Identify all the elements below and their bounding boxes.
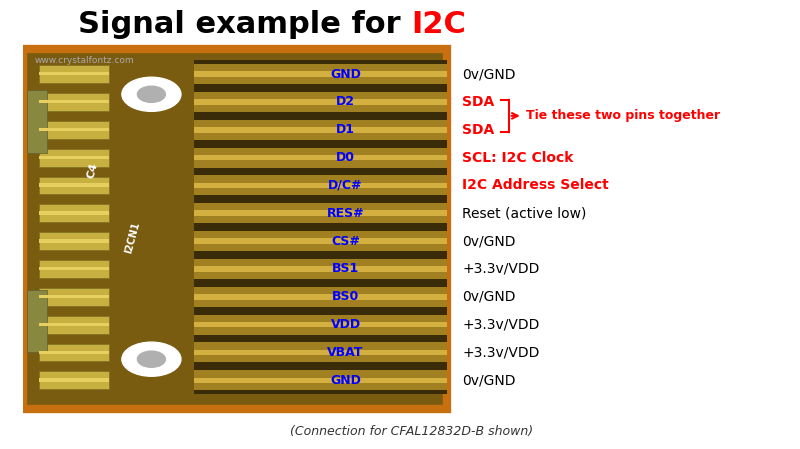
Text: SDA: SDA bbox=[462, 123, 494, 137]
Text: C4: C4 bbox=[86, 162, 100, 180]
FancyBboxPatch shape bbox=[38, 184, 109, 187]
FancyBboxPatch shape bbox=[194, 64, 446, 84]
FancyBboxPatch shape bbox=[194, 238, 446, 244]
FancyBboxPatch shape bbox=[38, 128, 109, 131]
FancyBboxPatch shape bbox=[38, 65, 109, 83]
FancyBboxPatch shape bbox=[194, 294, 446, 299]
FancyBboxPatch shape bbox=[194, 315, 446, 335]
FancyBboxPatch shape bbox=[38, 204, 109, 222]
FancyBboxPatch shape bbox=[194, 88, 446, 116]
FancyBboxPatch shape bbox=[194, 211, 446, 216]
FancyBboxPatch shape bbox=[194, 116, 446, 144]
FancyBboxPatch shape bbox=[27, 290, 46, 352]
FancyBboxPatch shape bbox=[38, 121, 109, 139]
Text: I2C: I2C bbox=[412, 10, 466, 39]
FancyBboxPatch shape bbox=[194, 343, 446, 362]
Text: 0v/GND: 0v/GND bbox=[462, 67, 516, 81]
FancyBboxPatch shape bbox=[194, 176, 446, 195]
FancyBboxPatch shape bbox=[194, 183, 446, 188]
FancyBboxPatch shape bbox=[194, 378, 446, 383]
Text: www.crystalfontz.com: www.crystalfontz.com bbox=[35, 56, 134, 65]
Text: SDA: SDA bbox=[462, 95, 494, 109]
FancyBboxPatch shape bbox=[194, 311, 446, 339]
FancyBboxPatch shape bbox=[38, 149, 109, 167]
FancyBboxPatch shape bbox=[194, 148, 446, 167]
Text: CS#: CS# bbox=[331, 235, 360, 247]
Text: VBAT: VBAT bbox=[327, 346, 364, 359]
Text: 0v/GND: 0v/GND bbox=[462, 234, 516, 248]
FancyBboxPatch shape bbox=[194, 127, 446, 132]
FancyBboxPatch shape bbox=[38, 343, 109, 361]
FancyBboxPatch shape bbox=[194, 60, 446, 88]
FancyBboxPatch shape bbox=[194, 172, 446, 199]
FancyBboxPatch shape bbox=[38, 288, 109, 306]
FancyBboxPatch shape bbox=[194, 366, 446, 394]
Text: RES#: RES# bbox=[326, 207, 365, 220]
FancyBboxPatch shape bbox=[194, 227, 446, 255]
FancyBboxPatch shape bbox=[23, 49, 446, 409]
FancyBboxPatch shape bbox=[38, 93, 109, 111]
Text: D1: D1 bbox=[336, 123, 355, 136]
Circle shape bbox=[122, 77, 181, 111]
Text: +3.3v/VDD: +3.3v/VDD bbox=[462, 317, 539, 332]
FancyBboxPatch shape bbox=[194, 283, 446, 311]
FancyBboxPatch shape bbox=[194, 322, 446, 327]
Text: GND: GND bbox=[330, 68, 361, 80]
Text: I2CN1: I2CN1 bbox=[123, 221, 141, 255]
FancyBboxPatch shape bbox=[194, 266, 446, 272]
Text: 0v/GND: 0v/GND bbox=[462, 290, 516, 304]
Text: Signal example for: Signal example for bbox=[78, 10, 412, 39]
FancyBboxPatch shape bbox=[38, 72, 109, 75]
FancyBboxPatch shape bbox=[194, 370, 446, 390]
Text: VDD: VDD bbox=[330, 318, 361, 331]
Text: GND: GND bbox=[330, 374, 361, 387]
Text: SCL: I2C Clock: SCL: I2C Clock bbox=[462, 150, 574, 165]
Circle shape bbox=[122, 342, 181, 376]
FancyBboxPatch shape bbox=[194, 92, 446, 112]
FancyBboxPatch shape bbox=[38, 176, 109, 194]
FancyBboxPatch shape bbox=[38, 371, 109, 389]
Circle shape bbox=[138, 86, 166, 102]
FancyBboxPatch shape bbox=[194, 287, 446, 307]
FancyBboxPatch shape bbox=[194, 259, 446, 279]
Text: +3.3v/VDD: +3.3v/VDD bbox=[462, 345, 539, 360]
FancyBboxPatch shape bbox=[194, 231, 446, 251]
FancyBboxPatch shape bbox=[38, 232, 109, 250]
FancyBboxPatch shape bbox=[38, 379, 109, 382]
FancyBboxPatch shape bbox=[38, 351, 109, 354]
FancyBboxPatch shape bbox=[38, 211, 109, 215]
Text: Tie these two pins together: Tie these two pins together bbox=[526, 110, 720, 122]
FancyBboxPatch shape bbox=[194, 155, 446, 160]
Text: BS0: BS0 bbox=[332, 291, 359, 303]
FancyBboxPatch shape bbox=[38, 239, 109, 242]
Text: Reset (active low): Reset (active low) bbox=[462, 206, 586, 220]
FancyBboxPatch shape bbox=[194, 199, 446, 227]
FancyBboxPatch shape bbox=[194, 203, 446, 223]
Text: +3.3v/VDD: +3.3v/VDD bbox=[462, 262, 539, 276]
Text: D0: D0 bbox=[336, 151, 355, 164]
Text: BS1: BS1 bbox=[332, 263, 359, 275]
FancyBboxPatch shape bbox=[194, 120, 446, 140]
FancyBboxPatch shape bbox=[38, 295, 109, 298]
FancyBboxPatch shape bbox=[194, 99, 446, 105]
FancyBboxPatch shape bbox=[38, 156, 109, 159]
FancyBboxPatch shape bbox=[194, 71, 446, 77]
FancyBboxPatch shape bbox=[38, 323, 109, 326]
FancyBboxPatch shape bbox=[194, 350, 446, 355]
Text: D2: D2 bbox=[336, 96, 355, 108]
FancyBboxPatch shape bbox=[38, 260, 109, 278]
Text: I2C Address Select: I2C Address Select bbox=[462, 178, 609, 193]
Text: 0v/GND: 0v/GND bbox=[462, 373, 516, 387]
Text: (Connection for CFAL12832D-B shown): (Connection for CFAL12832D-B shown) bbox=[290, 425, 533, 437]
FancyBboxPatch shape bbox=[194, 339, 446, 366]
Text: D/C#: D/C# bbox=[328, 179, 363, 192]
FancyBboxPatch shape bbox=[27, 90, 46, 153]
FancyBboxPatch shape bbox=[38, 100, 109, 103]
FancyBboxPatch shape bbox=[194, 255, 446, 283]
FancyBboxPatch shape bbox=[38, 316, 109, 334]
FancyBboxPatch shape bbox=[194, 144, 446, 172]
FancyBboxPatch shape bbox=[38, 267, 109, 270]
Circle shape bbox=[138, 351, 166, 367]
